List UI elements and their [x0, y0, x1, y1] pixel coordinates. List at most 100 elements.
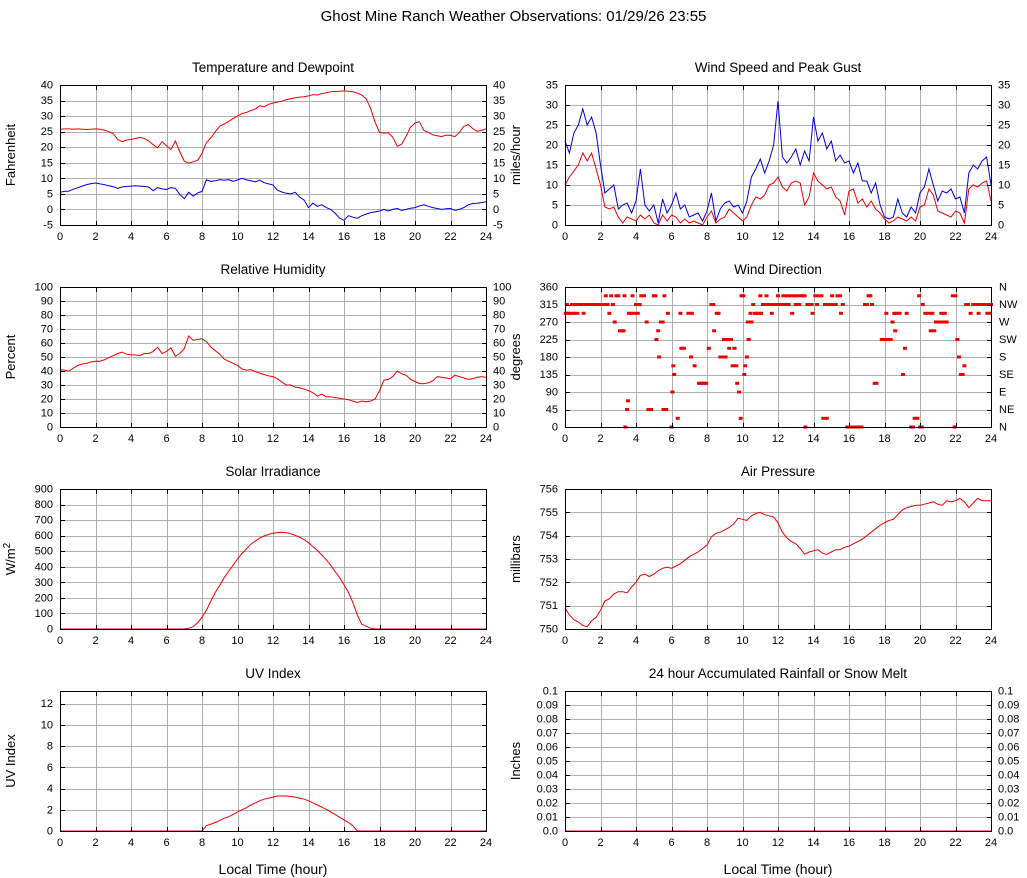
svg-text:-5: -5 — [43, 220, 53, 232]
svg-text:8: 8 — [199, 635, 205, 647]
svg-text:5: 5 — [493, 188, 499, 200]
uv-index-ylabel: UV Index — [3, 734, 18, 788]
svg-text:0.09: 0.09 — [537, 700, 558, 712]
svg-text:500: 500 — [35, 546, 53, 558]
svg-text:45: 45 — [546, 404, 558, 416]
svg-text:22: 22 — [444, 433, 456, 445]
svg-text:2: 2 — [597, 837, 603, 849]
svg-text:0.06: 0.06 — [998, 742, 1019, 754]
plot-border — [565, 85, 992, 226]
svg-text:25: 25 — [41, 126, 53, 138]
svg-text:225: 225 — [540, 334, 558, 346]
wind-speed-gust-title: Wind Speed and Peak Gust — [695, 60, 862, 75]
svg-text:0.03: 0.03 — [537, 784, 558, 796]
solar-irradiance-ylabel: W/m2 — [2, 542, 18, 575]
svg-text:24: 24 — [985, 837, 997, 849]
svg-text:35: 35 — [546, 80, 558, 92]
svg-text:0: 0 — [47, 624, 53, 636]
svg-text:10: 10 — [41, 173, 53, 185]
svg-text:0: 0 — [562, 231, 568, 243]
svg-text:6: 6 — [163, 433, 169, 445]
svg-text:0.1: 0.1 — [998, 686, 1013, 698]
svg-text:10: 10 — [998, 180, 1010, 192]
uv-index-title: UV Index — [245, 666, 301, 681]
svg-text:14: 14 — [807, 231, 819, 243]
relative-humidity-chart: 0 2 4 6 8 10 12 14 16 18 20 22 24 0 0 10 10 20 20 30 30 40 40 5… — [0, 252, 514, 454]
svg-text:0: 0 — [57, 433, 63, 445]
tick-marks — [565, 287, 992, 428]
svg-text:6: 6 — [163, 837, 169, 849]
svg-text:20: 20 — [998, 140, 1010, 152]
svg-text:12: 12 — [41, 698, 53, 710]
svg-text:90: 90 — [41, 296, 53, 308]
svg-text:4: 4 — [128, 433, 134, 445]
svg-text:35: 35 — [998, 80, 1010, 92]
svg-text:E: E — [999, 387, 1006, 399]
svg-text:0: 0 — [57, 635, 63, 647]
svg-text:16: 16 — [338, 635, 350, 647]
tick-labels: 0 2 4 6 8 10 12 14 16 18 20 22 247507517527537547557… — [540, 484, 997, 648]
rainfall-svg: 0 2 4 6 8 10 12 14 16 18 20 22 240.0 0.00.01 0.010.02 0… — [508, 666, 1019, 877]
svg-text:4: 4 — [128, 231, 134, 243]
temperature-line — [59, 90, 487, 164]
svg-text:18: 18 — [878, 433, 890, 445]
svg-text:60: 60 — [41, 338, 53, 350]
svg-text:0.03: 0.03 — [998, 784, 1019, 796]
svg-text:30: 30 — [41, 111, 53, 123]
svg-text:24: 24 — [480, 231, 492, 243]
uv-index-xlabel: Local Time (hour) — [219, 861, 328, 877]
plot-border — [565, 287, 992, 428]
svg-text:-5: -5 — [493, 220, 503, 232]
svg-text:750: 750 — [540, 624, 558, 636]
svg-text:2: 2 — [597, 635, 603, 647]
wind-direction-ylabel: degrees — [508, 333, 523, 380]
gridlines — [60, 287, 487, 428]
temperature-dewpoint-ylabel: Fahrenheit — [3, 124, 18, 187]
svg-text:N: N — [999, 282, 1007, 294]
svg-text:10: 10 — [736, 635, 748, 647]
svg-text:0: 0 — [57, 837, 63, 849]
svg-text:18: 18 — [878, 837, 890, 849]
svg-text:100: 100 — [493, 282, 511, 294]
svg-text:20: 20 — [546, 140, 558, 152]
svg-text:4: 4 — [128, 635, 134, 647]
svg-text:700: 700 — [35, 515, 53, 527]
svg-text:80: 80 — [41, 310, 53, 322]
gridlines — [60, 489, 487, 630]
svg-text:6: 6 — [668, 231, 674, 243]
svg-text:SE: SE — [999, 369, 1014, 381]
svg-text:0.02: 0.02 — [998, 798, 1019, 810]
svg-text:18: 18 — [373, 231, 385, 243]
rainfall-chart: 0 2 4 6 8 10 12 14 16 18 20 22 24 0.0 0.0 0.01 0.01 0.02 0… — [505, 656, 1019, 878]
svg-text:14: 14 — [302, 837, 314, 849]
svg-text:10: 10 — [736, 231, 748, 243]
svg-text:35: 35 — [493, 95, 505, 107]
svg-text:0.04: 0.04 — [998, 770, 1019, 782]
svg-text:90: 90 — [493, 296, 505, 308]
svg-text:0: 0 — [47, 204, 53, 216]
svg-text:300: 300 — [35, 577, 53, 589]
svg-text:16: 16 — [843, 231, 855, 243]
svg-text:18: 18 — [878, 635, 890, 647]
svg-text:5: 5 — [552, 200, 558, 212]
svg-text:8: 8 — [704, 837, 710, 849]
svg-text:315: 315 — [540, 299, 558, 311]
svg-text:0.02: 0.02 — [537, 798, 558, 810]
svg-text:NE: NE — [999, 404, 1014, 416]
svg-text:12: 12 — [772, 433, 784, 445]
svg-text:20: 20 — [409, 231, 421, 243]
svg-text:6: 6 — [163, 231, 169, 243]
svg-text:753: 753 — [540, 554, 558, 566]
svg-text:50: 50 — [41, 352, 53, 364]
svg-text:4: 4 — [633, 231, 639, 243]
svg-text:2: 2 — [597, 433, 603, 445]
svg-text:30: 30 — [41, 380, 53, 392]
tick-labels: 0 2 4 6 8 10 12 14 16 18 20 22 240100200300400500600… — [35, 484, 492, 648]
svg-text:70: 70 — [41, 324, 53, 336]
plot-border — [60, 489, 487, 630]
svg-text:16: 16 — [843, 635, 855, 647]
solar-irradiance-svg: 0 2 4 6 8 10 12 14 16 18 20 22 240100200300400500600… — [2, 464, 492, 648]
svg-text:40: 40 — [41, 80, 53, 92]
